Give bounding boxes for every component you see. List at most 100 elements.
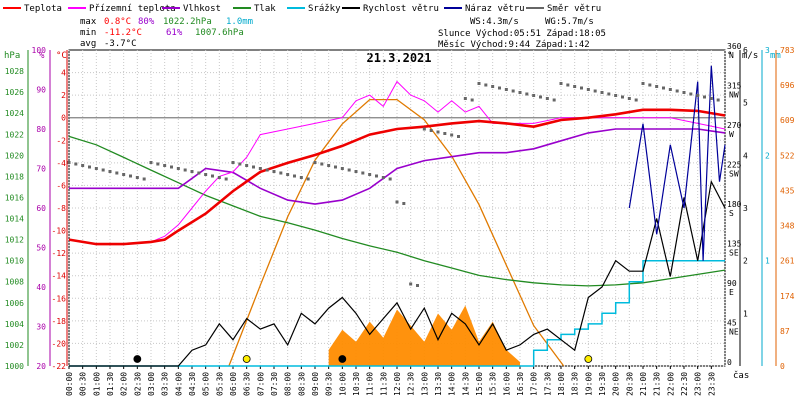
wind-tick-label: 3 [743,204,748,213]
stats-max-press: 1022.2hPa [163,17,212,27]
wind-direction-point [129,174,132,178]
direction-tick-label: 270 [727,121,742,130]
humidity-tick-label: 100 [32,46,47,55]
x-tick-label: 10:00 [338,372,347,396]
wind-direction-point [381,176,385,179]
temperature-axis-label: °C [56,51,67,61]
wind-direction-point [518,91,522,94]
wind-direction-point [313,161,317,164]
humidity-tick-label: 50 [36,244,46,253]
x-tick-label: 06:30 [243,372,252,396]
direction-tick-label: 180 [727,200,742,209]
x-tick-label: 05:00 [202,372,211,396]
direction-tick-label: 360 [727,42,742,51]
x-axis-label: čas [733,370,749,381]
radiation-tick-label: 609 [780,116,795,125]
wind-direction-point [402,202,406,205]
pressure-tick-label: 1000 [5,362,24,371]
wind-direction-point [627,97,631,100]
wind-direction-point [368,173,372,176]
event-marker [584,355,593,363]
wind-direction-point [552,98,556,102]
direction-name-label: NW [729,91,739,100]
wind-direction-point [258,167,262,170]
x-tick-label: 06:00 [229,372,238,396]
series-layer [67,65,726,367]
stats-ws: WS:4.3m/s [470,17,519,27]
wind-gust-line [628,65,726,261]
stats-moon: Měsíc Východ:9:44 Západ:1:42 [438,40,590,50]
x-tick-label: 04:30 [188,372,197,396]
temperature-tick-label: -6 [56,181,66,190]
wind-direction-point [88,165,91,169]
direction-name-label: S [729,209,734,218]
wind-direction-point [463,97,467,100]
radiation-tick-label: 174 [780,292,795,301]
temperature-tick-label: -8 [56,204,66,213]
x-tick-label: 23:30 [707,372,716,396]
event-marker [133,355,142,363]
wind-direction-point [163,164,167,167]
wind-direction-point [607,92,611,96]
radiation-tick-label: 348 [780,222,795,231]
radiation-tick-label: 435 [780,186,795,195]
wind-direction-point [375,174,378,178]
humidity-line [69,128,726,205]
wind-direction-point [525,92,529,96]
stats-rain-total: 1.0mm [226,17,253,27]
x-tick-label: 07:30 [270,372,279,396]
x-tick-label: 12:00 [393,372,402,396]
radiation-actual-area [328,305,520,366]
wind-direction-point [675,89,679,93]
rain-tick-label: 3 [765,46,770,55]
temperature-tick-label: -20 [52,339,67,348]
x-tick-label: 22:30 [680,372,689,396]
stats-min-press: 1007.6hPa [195,28,244,38]
wind-direction-point [682,91,686,94]
x-tick-label: 02:30 [133,372,142,396]
x-tick-label: 15:30 [489,372,498,396]
wind-direction-point [115,171,119,175]
temperature-tick-label: -18 [52,317,67,326]
wind-direction-point [511,89,515,93]
wind-direction-point [74,162,78,166]
temperature-line [68,108,726,246]
wind-tick-label: 4 [743,151,748,160]
humidity-tick-label: 70 [36,165,46,174]
stats-block: max 0.8°C 80% 1022.2hPa 1.0mm min -11.2°… [80,17,606,50]
wind-direction-point [299,176,303,179]
wind-direction-point [457,135,460,138]
x-tick-label: 03:00 [147,372,156,396]
humidity-tick-label: 20 [36,362,46,371]
x-tick-label: 19:30 [598,372,607,396]
pressure-line [68,135,726,287]
wind-direction-point [416,284,419,287]
x-tick-label: 11:00 [366,372,375,396]
wind-direction-point [477,82,481,85]
stats-avg-temp: -3.7°C [104,39,137,49]
x-tick-label: 11:30 [379,372,388,396]
x-tick-label: 04:00 [174,372,183,396]
x-tick-label: 00:00 [65,372,74,396]
wind-direction-point [443,132,447,135]
wind-direction-point [108,170,112,173]
radiation-tick-label: 261 [780,257,795,266]
wind-direction-point [586,88,590,91]
wind-direction-point [429,129,433,132]
x-tick-label: 21:30 [653,372,662,396]
wind-direction-point [135,176,139,179]
x-tick-label: 14:00 [448,372,457,396]
stats-max-label: max [80,17,97,27]
wind-direction-point [470,98,474,102]
wind-direction-point [689,92,693,96]
radiation-tick-label: 783 [780,46,795,55]
temperature-tick-label: 0 [61,114,66,123]
wind-direction-point [409,282,413,286]
humidity-tick-label: 80 [36,125,46,134]
wind-direction-point [142,177,146,181]
legend-label: Přízemní teplota [89,4,176,14]
pressure-tick-label: 1008 [5,278,24,287]
wind-direction-point [149,161,153,164]
rain-line [69,259,725,367]
